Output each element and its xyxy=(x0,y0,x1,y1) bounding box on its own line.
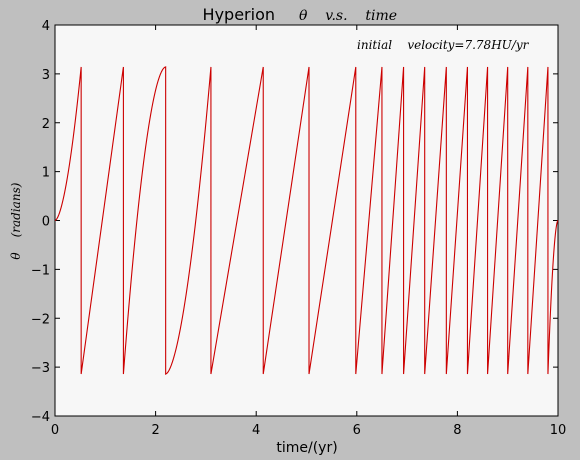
y-tick-label: −1 xyxy=(31,263,50,278)
x-axis-label: time/(yr) xyxy=(276,440,337,456)
y-tick-label: 0 xyxy=(42,215,50,230)
tick-labels: 0 2 4 6 8 10 −4 −3 −2 −1 0 1 2 3 4 xyxy=(31,19,566,438)
x-tick-label: 10 xyxy=(550,423,567,438)
annotation-text: initial velocity=7.78HU/yr xyxy=(357,38,530,52)
y-tick-label: 1 xyxy=(42,166,50,181)
y-tick-label: 4 xyxy=(42,19,50,34)
x-tick-label: 8 xyxy=(453,423,461,438)
y-tick-label: −2 xyxy=(31,312,50,327)
y-tick-label: −4 xyxy=(31,410,50,425)
y-tick-label: 2 xyxy=(42,117,50,132)
chart-title-math: θ v.s. time xyxy=(299,8,397,24)
x-tick-label: 0 xyxy=(51,423,59,438)
y-tick-label: 3 xyxy=(42,68,50,83)
series-line xyxy=(54,66,559,375)
y-tick-label: −3 xyxy=(31,361,50,376)
chart-title: Hyperion xyxy=(203,5,275,24)
y-axis-label-units: (radians) xyxy=(9,182,23,237)
x-tick-label: 4 xyxy=(252,423,260,438)
x-tick-label: 6 xyxy=(353,423,361,438)
plot-area xyxy=(54,24,559,417)
x-tick-label: 2 xyxy=(151,423,159,438)
y-axis-label-theta: θ xyxy=(9,252,23,260)
